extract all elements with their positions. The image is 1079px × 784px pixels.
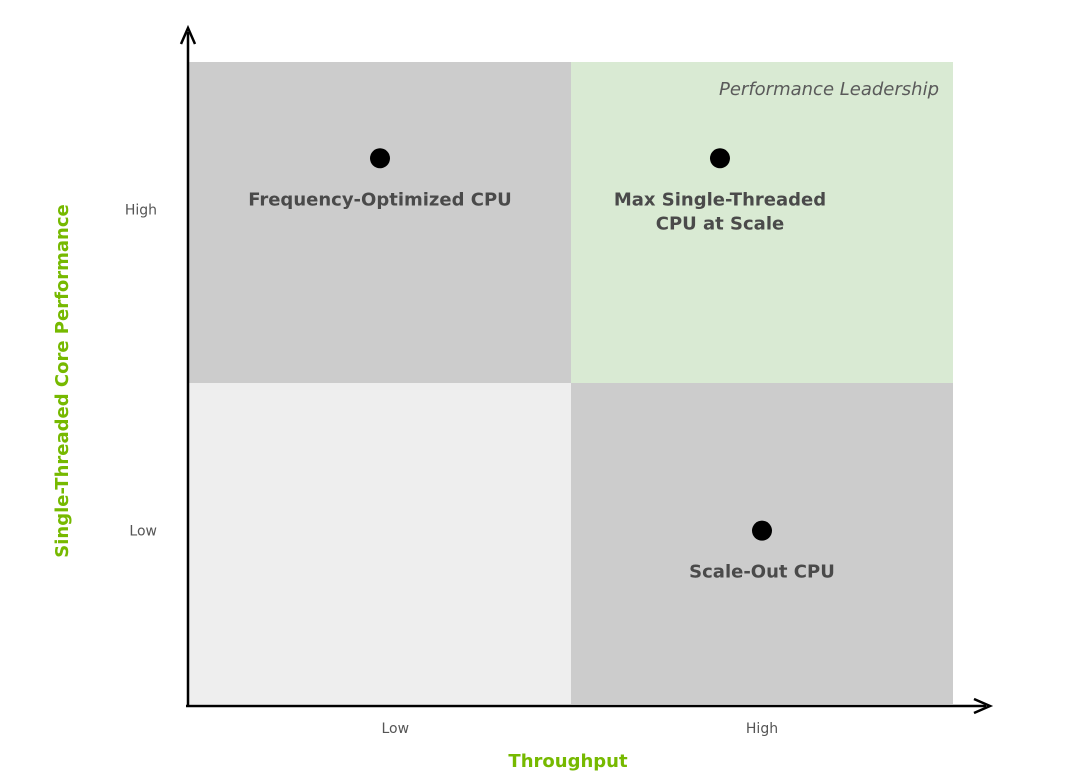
y-axis-title: Single-Threaded Core Performance <box>52 204 73 557</box>
quadrant-backgrounds <box>189 62 953 704</box>
y-tick-label: High <box>125 203 157 219</box>
quadrant-notes: Performance Leadership <box>719 79 939 100</box>
point-label: Max Single-Threaded <box>614 189 826 210</box>
quadrant-high-throughput-low-performance <box>571 383 953 704</box>
data-points: Frequency-Optimized CPU Max Single-Thread… <box>248 148 835 583</box>
data-point <box>370 148 390 169</box>
point-label: CPU at Scale <box>656 213 784 234</box>
quadrant-low-throughput-low-performance <box>189 383 571 704</box>
point-label: Scale-Out CPU <box>689 562 835 583</box>
data-point <box>752 520 772 541</box>
x-tick-label: High <box>746 721 778 737</box>
x-axis-arrow-icon <box>973 697 994 715</box>
y-axis-arrow-icon <box>179 24 197 45</box>
quadrant-low-throughput-high-performance <box>189 62 571 383</box>
y-tick-label: Low <box>129 524 157 540</box>
x-tick-label: Low <box>381 721 409 737</box>
axes <box>179 24 994 715</box>
data-point <box>709 148 730 169</box>
tick-labels: Low High Low High <box>125 203 778 737</box>
point-label: Frequency-Optimized CPU <box>248 189 512 210</box>
quadrant-high-throughput-high-performance <box>571 62 953 383</box>
quadrant-note-label: Performance Leadership <box>719 79 939 100</box>
x-axis-title: Throughput <box>508 751 628 772</box>
